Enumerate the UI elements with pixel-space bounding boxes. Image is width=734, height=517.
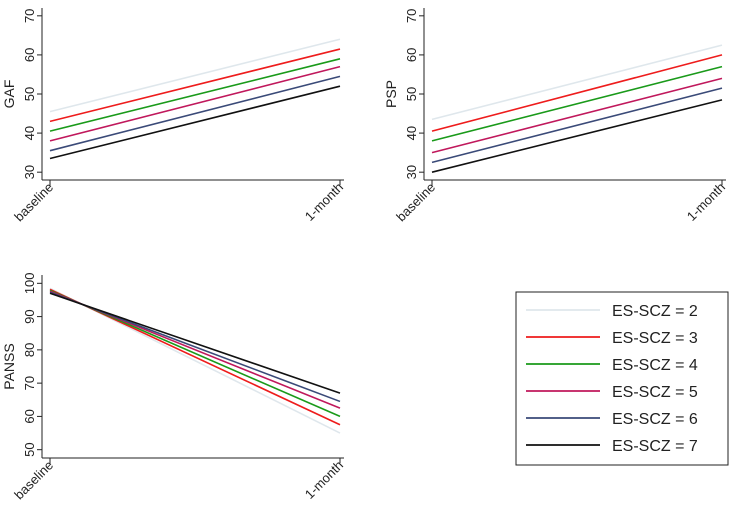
psp-series-line-7 — [431, 99, 723, 173]
panss-y-tick-label: 70 — [22, 376, 37, 390]
psp-series-line-6 — [431, 87, 723, 164]
panss-y-tick-label: 50 — [22, 442, 37, 456]
panss-panel: 50 60 70 80 90 100 PANSS baseline 1-month — [1, 272, 346, 502]
psp-y-tick-label: 40 — [404, 126, 419, 140]
psp-y-tick-label: 70 — [404, 9, 419, 23]
panss-y-tick-label: 100 — [22, 272, 37, 294]
gaf-y-axis-label: GAF — [1, 80, 17, 109]
gaf-y-tick-label: 30 — [22, 165, 37, 179]
panss-series-line-7 — [49, 292, 341, 394]
panss-y-tick-label: 90 — [22, 309, 37, 323]
legend-label: ES-SCZ = 7 — [612, 438, 698, 455]
psp-series-line-3 — [431, 54, 723, 132]
gaf-series-line-5 — [49, 65, 341, 142]
legend-label: ES-SCZ = 5 — [612, 384, 698, 401]
psp-x-tick-label: baseline — [393, 180, 438, 225]
psp-series-line-4 — [431, 65, 723, 142]
gaf-series-line-7 — [49, 85, 341, 160]
legend-label: ES-SCZ = 6 — [612, 411, 698, 428]
gaf-y-tick-label: 70 — [22, 9, 37, 23]
psp-series-line-5 — [431, 77, 723, 154]
legend-box — [515, 291, 729, 466]
panss-x-tick-label: baseline — [11, 458, 56, 503]
psp-y-tick-label: 30 — [404, 165, 419, 179]
gaf-series-line-4 — [49, 58, 341, 132]
gaf-y-tick-label: 60 — [22, 48, 37, 62]
gaf-x-tick-label: baseline — [11, 180, 56, 225]
panss-y-tick-label: 60 — [22, 409, 37, 423]
psp-y-axis-label: PSP — [383, 80, 399, 108]
gaf-series-line-6 — [49, 75, 341, 152]
gaf-y-tick-label: 40 — [22, 126, 37, 140]
gaf-series-line-3 — [49, 48, 341, 123]
psp-y-tick-label: 60 — [404, 48, 419, 62]
gaf-x-tick-label: 1-month — [302, 180, 346, 224]
psp-panel: 30 40 50 60 70 PSP baseline 1-month — [383, 8, 728, 224]
psp-y-tick-label: 50 — [404, 87, 419, 101]
gaf-panel: 30 40 50 60 70 GAF baseline 1-month — [1, 8, 346, 224]
legend: ES-SCZ = 2 ES-SCZ = 3 ES-SCZ = 4 ES-SCZ = 5… — [515, 291, 729, 466]
gaf-series-line-2 — [49, 38, 341, 113]
legend-label: ES-SCZ = 2 — [612, 303, 698, 320]
panss-y-axis-label: PANSS — [1, 343, 17, 389]
gaf-y-tick-label: 50 — [22, 87, 37, 101]
panss-y-tick-label: 80 — [22, 343, 37, 357]
legend-label: ES-SCZ = 4 — [612, 357, 698, 374]
panss-x-tick-label: 1-month — [302, 458, 346, 502]
legend-label: ES-SCZ = 3 — [612, 330, 698, 347]
psp-series-line-2 — [431, 44, 723, 121]
psp-x-tick-label: 1-month — [684, 180, 728, 224]
